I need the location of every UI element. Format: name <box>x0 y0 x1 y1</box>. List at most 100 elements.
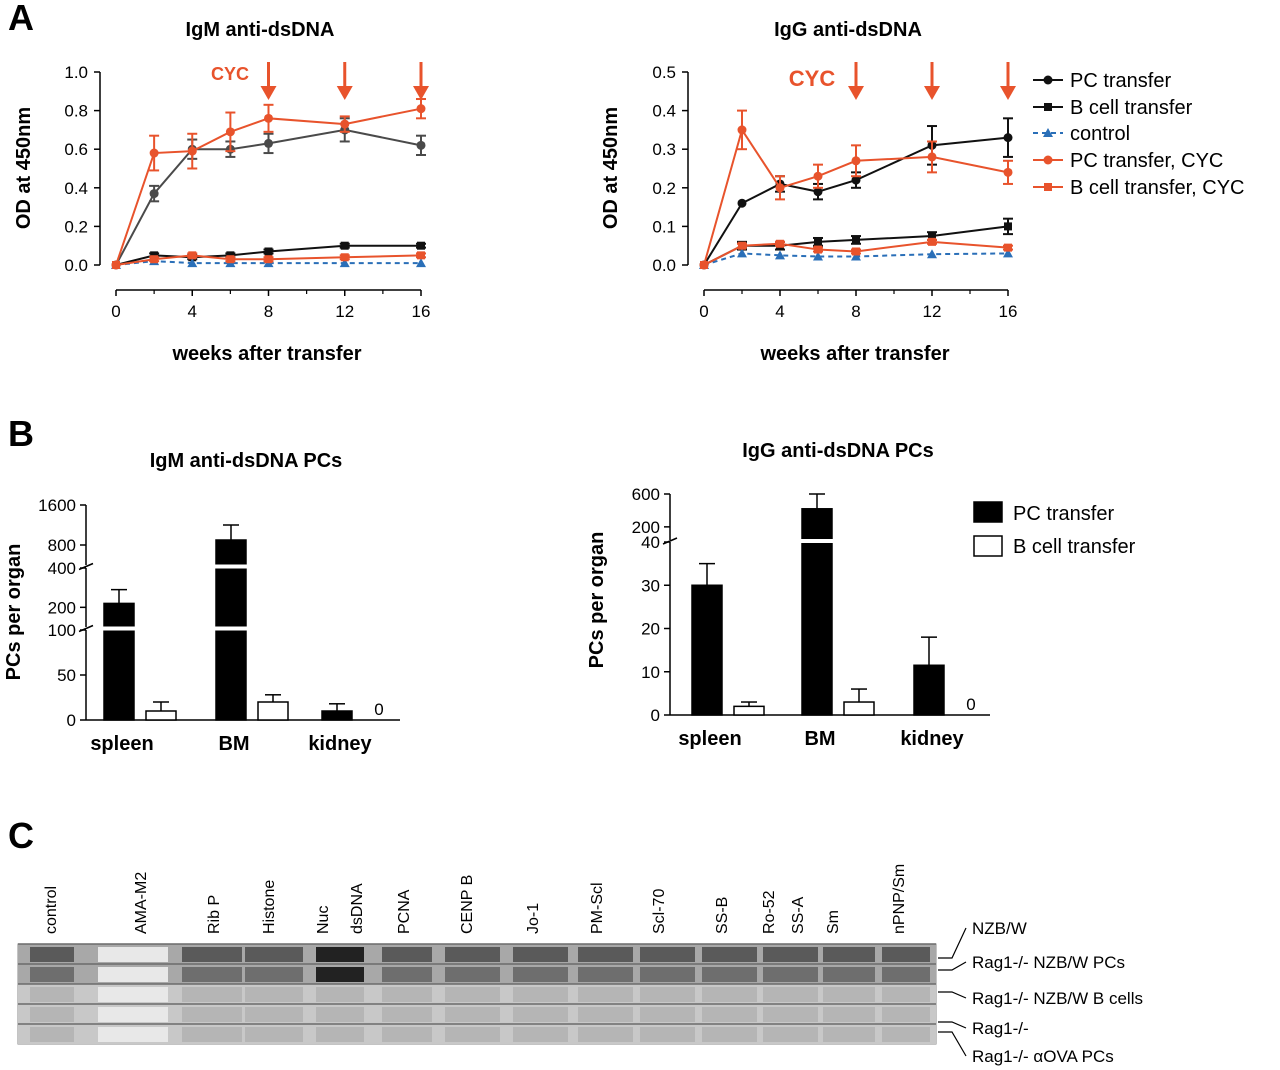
y-tick-label: 40 <box>641 533 660 552</box>
bar <box>145 710 177 721</box>
data-point <box>1003 167 1013 177</box>
row-pointer-line <box>938 991 967 999</box>
row-label: Rag1-/- αOVA PCs <box>972 1047 1114 1066</box>
blot-band <box>702 1007 757 1022</box>
cyc-arrow-head <box>413 86 429 100</box>
cyc-arrow-head <box>848 86 864 100</box>
y-tick-label: 0 <box>651 706 660 725</box>
blot-band <box>640 1027 695 1042</box>
y-tick-label: 0.4 <box>652 102 676 121</box>
cyc-arrow-head <box>336 86 353 100</box>
blot-band <box>763 987 818 1002</box>
chart-title: IgG anti-dsDNA <box>774 19 922 41</box>
lane-label: control <box>43 886 60 934</box>
data-point <box>1004 222 1012 231</box>
y-tick-label: 0.8 <box>64 102 88 121</box>
bar <box>103 602 135 721</box>
data-point <box>416 104 426 114</box>
series-4 <box>700 237 1013 269</box>
y-tick-label: 20 <box>641 620 660 639</box>
blot-band <box>382 1027 432 1042</box>
data-point <box>927 152 937 162</box>
blot-band <box>763 1007 818 1022</box>
lane-label: Histone <box>261 880 278 934</box>
data-point <box>776 239 784 248</box>
blot-band <box>640 967 695 982</box>
data-point <box>188 251 197 260</box>
blot-band <box>98 1027 168 1042</box>
blot-band <box>882 987 930 1002</box>
x-tick-label: 16 <box>412 302 431 321</box>
blot-band <box>182 947 242 962</box>
data-point <box>416 258 426 268</box>
blot-band <box>882 947 930 962</box>
y-tick-label: 100 <box>48 621 76 640</box>
lane-label: PM-Scl <box>589 882 606 934</box>
row-pointer-line <box>938 1021 967 1029</box>
panel-letter-c: C <box>8 815 34 856</box>
blot-band <box>823 967 875 982</box>
data-point <box>928 237 936 246</box>
data-point <box>150 255 159 264</box>
data-point <box>264 247 273 256</box>
data-point <box>700 261 708 269</box>
blot-band <box>702 1027 757 1042</box>
y-tick-label: 0.1 <box>652 217 676 236</box>
lane-label: PCNA <box>396 889 413 934</box>
data-point <box>417 241 425 250</box>
data-point <box>814 245 822 254</box>
row-pointer-line <box>938 1031 967 1057</box>
data-point <box>264 255 273 264</box>
blot-band <box>578 987 633 1002</box>
bar-break-gap <box>215 626 247 631</box>
blot-band <box>245 967 303 982</box>
bar <box>801 508 833 716</box>
row-label: Rag1-/- NZB/W B cells <box>972 989 1143 1008</box>
cyc-annotation: CYC <box>211 64 249 84</box>
category-label: kidney <box>308 733 372 755</box>
data-point <box>737 125 747 135</box>
blot-band <box>763 967 818 982</box>
blot-band <box>316 1007 364 1022</box>
blot-band <box>316 1027 364 1042</box>
blot-band <box>513 947 568 962</box>
line-legend: PC transfer B cell transfer control PC t… <box>1033 70 1245 199</box>
blot-band <box>763 1027 818 1042</box>
chart-title: IgG anti-dsDNA PCs <box>742 440 934 462</box>
blot-band <box>823 947 875 962</box>
cyc-annotation: CYC <box>789 66 836 91</box>
blot-band <box>702 947 757 962</box>
legend-item: B cell transfer, CYC <box>1033 177 1245 199</box>
data-point <box>775 183 785 193</box>
blot-band <box>578 1027 633 1042</box>
square-marker-icon <box>1044 183 1052 191</box>
line-chart-igm: IgM anti-dsDNA weeks after transfer OD a… <box>13 19 430 365</box>
lane-label: Jo-1 <box>525 903 542 934</box>
data-point <box>1003 133 1013 143</box>
blot-band <box>98 947 168 962</box>
blot-band <box>382 947 432 962</box>
y-axis-label: PCs per organ <box>3 544 25 681</box>
chart-title: IgM anti-dsDNA PCs <box>150 450 343 472</box>
blot-band <box>182 1007 242 1022</box>
lane-label: Rib P <box>206 895 223 934</box>
bar <box>843 701 875 716</box>
y-tick-label: 1600 <box>38 496 76 515</box>
lane-label: Ro-52 <box>761 890 778 934</box>
data-point <box>226 255 235 264</box>
blot-band <box>578 967 633 982</box>
series-4 <box>112 251 426 269</box>
cyc-arrow-head <box>924 86 940 100</box>
data-point <box>264 113 273 123</box>
bar-break-gap <box>215 564 247 569</box>
panel-letter-a: A <box>8 0 34 38</box>
lane-label: SS-B <box>714 897 731 934</box>
bar <box>913 664 945 716</box>
data-point <box>1004 243 1012 252</box>
category-label: spleen <box>90 733 153 755</box>
blot-dark-band <box>316 967 364 982</box>
x-axis-label: weeks after transfer <box>172 343 362 365</box>
panel-letter-b: B <box>8 413 34 454</box>
data-point <box>852 247 860 256</box>
